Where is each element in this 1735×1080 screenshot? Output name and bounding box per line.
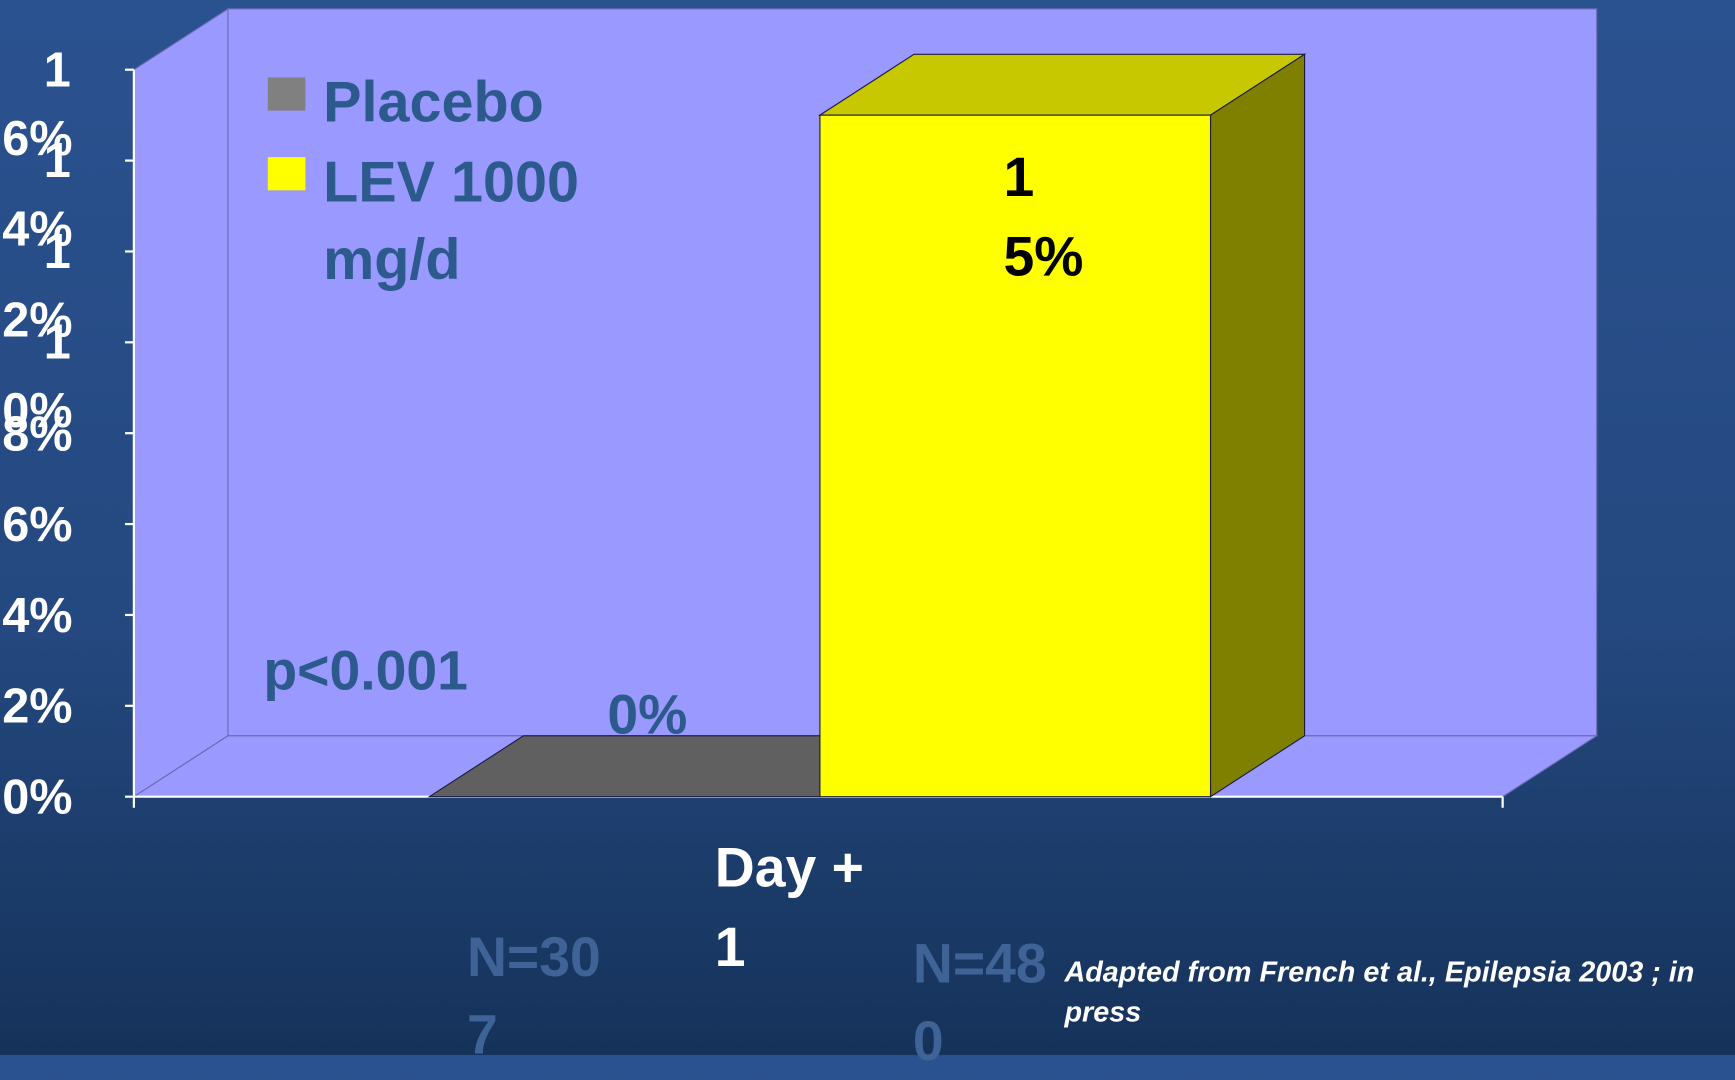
legend-swatch bbox=[267, 77, 306, 111]
y-tick-label: 8% bbox=[2, 406, 73, 461]
legend-swatch bbox=[267, 157, 306, 191]
side-wall bbox=[133, 7, 229, 798]
legend-label: LEV 1000 mg/d bbox=[323, 150, 579, 293]
sample-size: N=480 bbox=[912, 932, 1047, 1073]
y-tick-label: 2% bbox=[2, 679, 73, 734]
y-tick-label: 0% bbox=[2, 770, 73, 825]
y-tick-label: 6% bbox=[2, 497, 73, 552]
bar bbox=[819, 114, 1212, 798]
y-tick-label: 16% bbox=[2, 43, 73, 166]
p-value: p<0.001 bbox=[263, 639, 468, 702]
y-tick-label: 14% bbox=[2, 134, 73, 257]
slide: 0% 2% 4% 6% 8% 10% 12% 14% 16% 0% N=307 15% N=480 Day… bbox=[2, 7, 1695, 1073]
data-label: 0% bbox=[607, 683, 688, 746]
y-tick-label: 10% bbox=[2, 315, 73, 439]
citation: Adapted from French et al., Epilepsia 20… bbox=[1064, 954, 1695, 1028]
bar-side bbox=[1209, 53, 1306, 798]
y-tick-label: 4% bbox=[2, 588, 73, 643]
y-tick-label: 12% bbox=[2, 224, 73, 348]
chart bbox=[132, 7, 1599, 798]
data-label: 15% bbox=[1003, 146, 1084, 288]
sample-size: N=307 bbox=[466, 926, 601, 1066]
x-tick-label: Day + 1 bbox=[714, 836, 864, 979]
legend-label: Placebo bbox=[323, 70, 544, 135]
